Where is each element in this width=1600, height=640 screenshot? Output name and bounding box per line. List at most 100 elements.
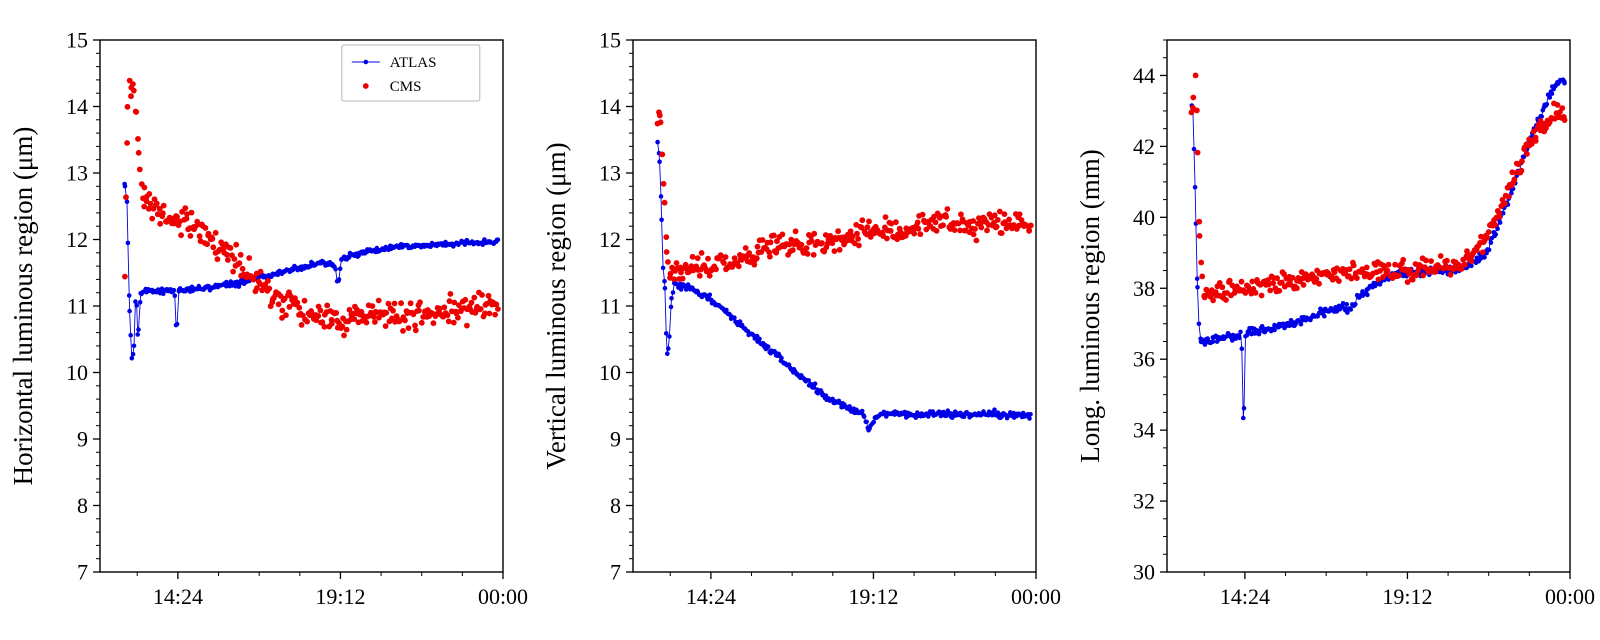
data-point (482, 310, 488, 317)
data-point (1194, 285, 1200, 290)
x-tick-label: 00:00 (1011, 584, 1061, 609)
data-point (746, 250, 753, 256)
data-point (127, 308, 132, 314)
data-point (1198, 273, 1205, 280)
y-axis-label: Long. luminous region (mm) (1075, 149, 1105, 462)
data-point (1018, 217, 1025, 223)
data-point (666, 346, 671, 351)
data-point (790, 247, 797, 254)
y-tick-label: 9 (610, 427, 621, 452)
data-point (1488, 240, 1493, 246)
data-point (304, 318, 310, 325)
data-point (994, 223, 1000, 230)
data-point (1209, 297, 1216, 304)
data-point (866, 218, 873, 225)
y-tick-label: 42 (1133, 134, 1155, 159)
data-point (372, 319, 378, 325)
data-point (882, 214, 889, 221)
data-point (1461, 261, 1468, 268)
data-point (1344, 310, 1350, 315)
data-point (827, 232, 834, 239)
data-point (1017, 211, 1023, 218)
data-point (732, 255, 738, 262)
data-point (992, 212, 998, 219)
data-point (1001, 211, 1008, 218)
legend-marker (363, 59, 369, 65)
data-point (779, 231, 786, 238)
data-point (246, 255, 253, 261)
data-point (997, 208, 1004, 215)
data-point (760, 237, 766, 243)
data-point (1544, 101, 1549, 107)
data-point (1280, 271, 1287, 278)
data-point (493, 301, 500, 308)
data-point (1395, 272, 1402, 279)
data-point (1468, 263, 1474, 269)
data-point (1006, 216, 1013, 223)
data-point (1269, 280, 1276, 286)
data-point (1486, 247, 1492, 253)
y-tick-label: 7 (77, 560, 88, 585)
data-point (416, 307, 422, 314)
data-point (1258, 292, 1265, 299)
data-point (1192, 185, 1198, 190)
data-point (337, 266, 343, 272)
data-point (932, 219, 939, 226)
data-point (368, 309, 374, 316)
data-point (157, 220, 164, 227)
data-point (375, 297, 382, 304)
series-cms (1188, 72, 1568, 304)
data-point (1273, 275, 1280, 282)
data-point (444, 312, 451, 319)
data-point (265, 278, 271, 284)
data-point (835, 228, 842, 235)
data-point (436, 305, 443, 312)
data-point (856, 242, 863, 249)
data-point (1188, 109, 1194, 116)
data-point (663, 234, 670, 241)
data-point (766, 344, 771, 350)
data-point (1406, 267, 1413, 273)
data-point (738, 319, 743, 324)
x-tick-label: 19:12 (1382, 584, 1432, 609)
data-point (1239, 346, 1244, 352)
data-point (154, 211, 161, 218)
data-point (868, 234, 874, 240)
data-point (1256, 329, 1262, 334)
data-point (678, 269, 685, 276)
data-point (771, 232, 778, 239)
data-point (233, 241, 240, 248)
data-point (664, 331, 669, 336)
data-point (664, 249, 670, 255)
data-point (736, 263, 743, 270)
data-point (1364, 292, 1370, 298)
data-point (1315, 280, 1322, 287)
data-point (944, 206, 951, 212)
data-point (145, 205, 152, 212)
data-point (149, 215, 156, 222)
y-tick-label: 8 (610, 493, 621, 518)
data-point (1194, 276, 1200, 282)
x-tick-label: 14:24 (686, 584, 736, 609)
data-point (1468, 258, 1474, 265)
data-point (129, 355, 135, 361)
data-point (333, 310, 340, 316)
data-point (662, 278, 668, 284)
data-point (1348, 307, 1353, 312)
data-point (319, 319, 326, 326)
y-tick-label: 10 (599, 360, 621, 385)
data-point (705, 255, 712, 262)
data-point (1219, 284, 1225, 291)
data-point (480, 242, 486, 247)
data-point (690, 253, 696, 260)
data-point (1278, 279, 1285, 286)
data-point (210, 244, 217, 251)
data-point (1443, 257, 1450, 264)
data-point (123, 194, 129, 201)
x-tick-label: 19:12 (849, 584, 899, 609)
data-point (804, 245, 810, 252)
longitudinal-luminous-region-plot: 14:24 19:12 00:00 30 32 34 36 38 40 42 44 Long. lum… (1066, 0, 1600, 640)
data-point (492, 311, 498, 318)
y-tick-label: 34 (1133, 418, 1155, 443)
